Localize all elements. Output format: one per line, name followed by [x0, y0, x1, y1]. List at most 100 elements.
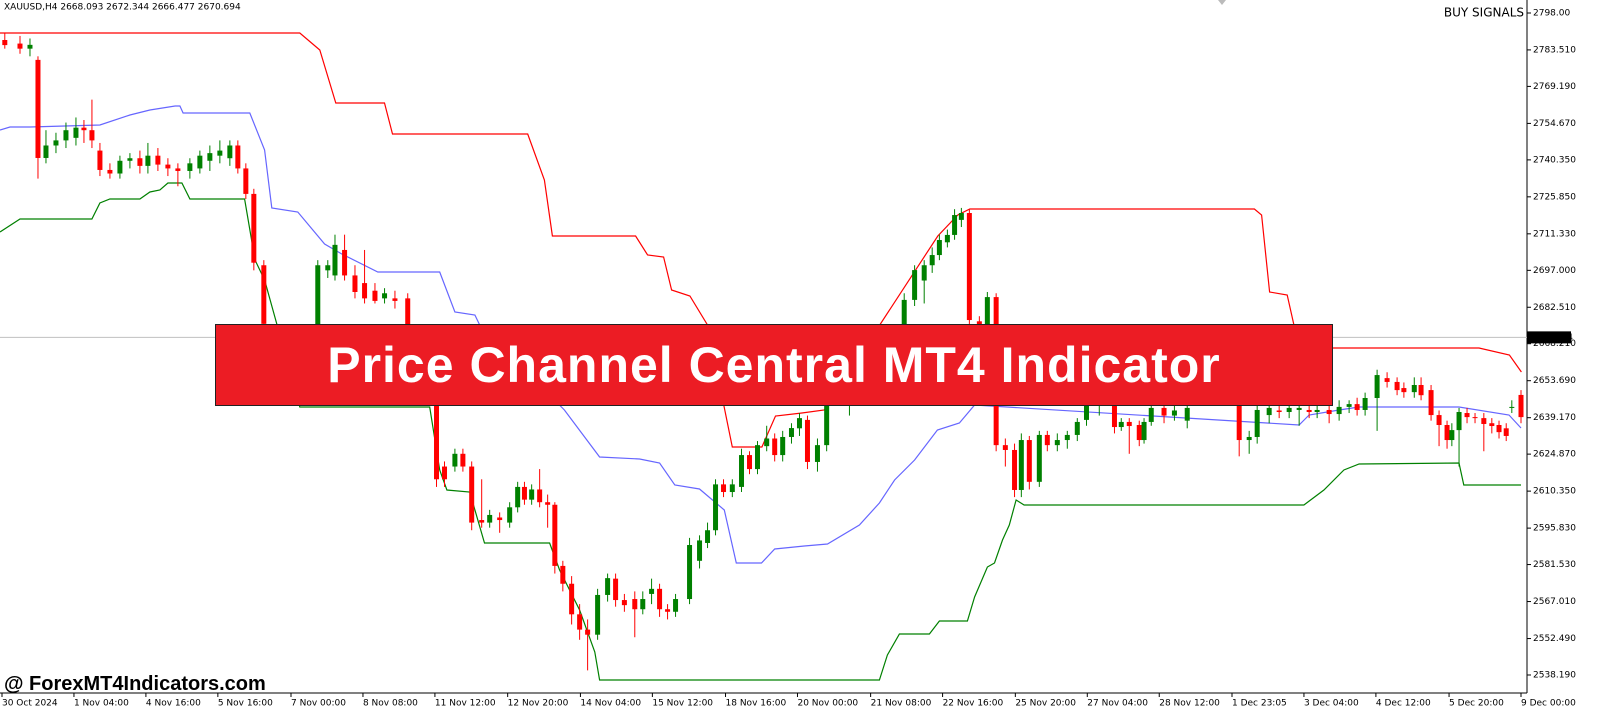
candle-body	[1436, 415, 1442, 426]
candle-body	[1026, 440, 1032, 482]
bid-label-box	[1527, 331, 1571, 344]
candle-body	[824, 405, 830, 446]
candle-body	[1161, 407, 1167, 416]
y-tick-label: 2725.850	[1533, 192, 1576, 202]
candle-body	[97, 150, 103, 170]
candle-body	[621, 600, 627, 606]
candle-body	[1428, 390, 1434, 416]
candle-body	[1083, 405, 1089, 420]
candle-body	[487, 514, 493, 523]
candle-body	[382, 293, 388, 299]
candle-body	[521, 486, 527, 500]
x-tick-label: 8 Nov 08:00	[363, 699, 418, 709]
candle-body	[912, 270, 918, 300]
candle-body	[1354, 404, 1360, 410]
x-tick-label: 4 Nov 16:00	[146, 699, 201, 709]
candle-body	[352, 275, 358, 292]
candle-body	[1314, 409, 1320, 413]
candle-body	[780, 436, 786, 456]
candle-body	[687, 545, 693, 600]
x-tick-label: 22 Nov 16:00	[943, 699, 1004, 709]
candle-body	[165, 164, 171, 169]
candle-body	[958, 213, 964, 220]
candle-body	[966, 213, 972, 321]
watermark: @ ForexMT4Indicators.com	[4, 673, 266, 695]
candle-body	[729, 484, 735, 493]
x-tick-label: 14 Nov 04:00	[580, 699, 641, 709]
candle-body	[405, 298, 411, 332]
x-tick-label: 30 Oct 2024	[2, 699, 58, 709]
candle-body	[1064, 434, 1070, 441]
y-tick-label: 2595.830	[1533, 524, 1576, 534]
candle-body	[796, 418, 802, 429]
candle-body	[1518, 394, 1524, 418]
candle-body	[27, 44, 33, 49]
candle-body	[739, 455, 745, 487]
candle-body	[17, 43, 23, 49]
candle-body	[1464, 413, 1470, 418]
bid-label: 2670.694	[1530, 333, 1573, 343]
candle-body	[1496, 425, 1502, 433]
candle-body	[705, 530, 711, 543]
candle-body	[747, 455, 753, 470]
candle-body	[772, 438, 778, 456]
y-tick-label: 2754.670	[1533, 119, 1576, 129]
candle-body	[1118, 421, 1124, 428]
x-tick-label: 25 Nov 20:00	[1015, 699, 1076, 709]
candle-body	[1184, 407, 1190, 421]
candle-body	[804, 419, 810, 462]
candle-body	[632, 599, 638, 610]
candle-body	[35, 59, 41, 158]
symbol-header: XAUUSD,H4 2668.093 2672.344 2666.477 267…	[4, 3, 241, 13]
candle-body	[713, 484, 719, 531]
candle-body	[1336, 406, 1342, 415]
candle-body	[1362, 397, 1368, 410]
candle-body	[117, 160, 123, 174]
y-tick-label: 2552.490	[1533, 634, 1576, 644]
candle-body	[1254, 409, 1260, 437]
candle-body	[788, 428, 794, 437]
x-tick-label: 11 Nov 12:00	[435, 699, 496, 709]
candle-body	[217, 150, 223, 156]
y-tick-label: 2783.510	[1533, 45, 1576, 55]
candle-body	[552, 504, 558, 566]
candle-body	[613, 578, 619, 601]
candle-body	[53, 140, 59, 146]
candle-body	[1374, 375, 1380, 398]
candle-body	[1126, 421, 1132, 427]
y-tick-label: 2740.350	[1533, 155, 1576, 165]
candle-body	[1136, 425, 1142, 441]
candle-body	[227, 145, 233, 159]
candle-body	[1411, 385, 1417, 393]
candle-body	[107, 169, 113, 174]
candle-body	[1306, 409, 1312, 413]
candle-body	[251, 193, 257, 263]
candle-body	[952, 215, 958, 235]
candle-body	[944, 234, 950, 243]
x-tick-label: 28 Nov 12:00	[1159, 699, 1220, 709]
candle-body	[1276, 410, 1282, 413]
candle-body	[649, 588, 655, 594]
candle-body	[442, 466, 448, 480]
candle-body	[315, 265, 321, 330]
candle-body	[1148, 407, 1154, 422]
candle-body	[537, 489, 543, 503]
candle-body	[545, 502, 551, 505]
x-tick-label: 4 Dec 12:00	[1376, 699, 1431, 709]
candle-body	[197, 155, 203, 169]
signal-label: BUY SIGNALS	[1444, 6, 1524, 20]
candle-body	[1384, 378, 1390, 382]
candle-body	[1401, 388, 1407, 393]
candle-body	[137, 158, 143, 166]
y-tick-label: 2697.000	[1533, 266, 1576, 276]
candle-body	[665, 609, 671, 612]
candle-body	[755, 445, 761, 470]
candle-body	[332, 244, 338, 276]
y-tick-label: 2639.170	[1533, 413, 1576, 423]
candle-body	[372, 290, 378, 301]
x-tick-label: 12 Nov 20:00	[508, 699, 569, 709]
candle-body	[497, 517, 503, 521]
candle-body	[127, 158, 133, 161]
candle-body	[362, 283, 368, 299]
